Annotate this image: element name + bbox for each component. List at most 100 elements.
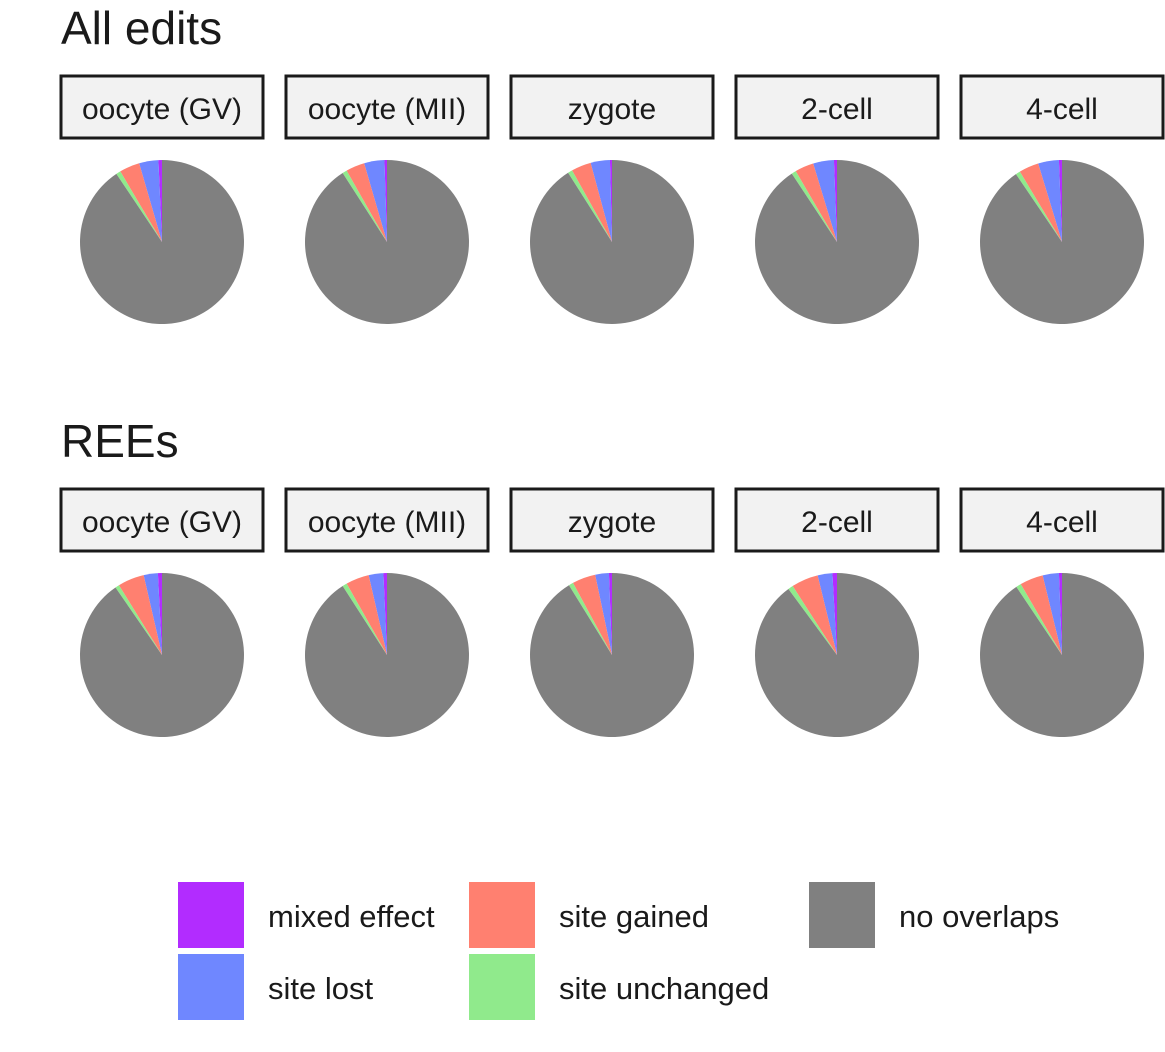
pie-slice-site-unchanged xyxy=(1015,171,1062,242)
pie-slice-site-gained xyxy=(792,575,837,655)
facet-oocyte-mii: oocyte (MII) xyxy=(284,487,490,737)
facet-strip xyxy=(59,487,265,553)
pie-slice-site-unchanged xyxy=(791,171,837,242)
pie-slice-site-gained xyxy=(118,575,162,655)
pie-slice-site-gained xyxy=(572,162,612,242)
panel-rees: REEs oocyte (GV) oocyte (MII) zygote 2-cell 4… xyxy=(59,415,1165,737)
facet-strip xyxy=(509,487,715,553)
legend-item-site-unchanged: site unchanged xyxy=(469,954,769,1020)
pie-slice-site-lost xyxy=(817,573,837,655)
pie-slice-no-overlaps xyxy=(304,160,469,325)
pie-slice-site-gained xyxy=(572,574,612,655)
pie-slice-site-unchanged xyxy=(568,582,612,655)
legend-key xyxy=(469,954,535,1020)
legend-key xyxy=(178,882,244,948)
pie-slice-no-overlaps xyxy=(80,160,245,324)
pie-slice-no-overlaps xyxy=(754,573,919,737)
pie-slice-site-lost xyxy=(1042,573,1062,655)
facet-label: zygote xyxy=(568,506,656,539)
pie-slice-no-overlaps xyxy=(530,160,695,324)
pie-slice-site-gained xyxy=(346,163,387,242)
legend-label: site unchanged xyxy=(559,971,769,1006)
pie-slice-no-overlaps xyxy=(980,573,1145,737)
facet-4-cell: 4-cell xyxy=(959,74,1165,324)
facet-oocyte-gv: oocyte (GV) xyxy=(59,74,265,324)
facet-label: oocyte (GV) xyxy=(82,506,242,539)
pie-slice-site-unchanged xyxy=(115,585,162,655)
facet-label: zygote xyxy=(568,93,656,126)
pie-slice-mixed-effect xyxy=(1058,573,1062,655)
facet-oocyte-mii: oocyte (MII) xyxy=(284,74,490,325)
pie-slice-site-gained xyxy=(1019,163,1062,242)
legend-item-site-gained: site gained xyxy=(469,882,709,948)
pie-slice-no-overlaps xyxy=(755,160,920,324)
pie-slice-mixed-effect xyxy=(158,160,162,242)
facet-label: 4-cell xyxy=(1026,506,1098,539)
pie-slice-site-unchanged xyxy=(342,583,387,655)
legend-key xyxy=(469,882,535,948)
pie-slice-site-unchanged xyxy=(568,170,612,242)
facet-strip xyxy=(734,74,940,140)
pie-slice-site-lost xyxy=(595,573,612,655)
facet-strip xyxy=(284,74,490,140)
facet-label: oocyte (GV) xyxy=(82,93,242,126)
legend-item-site-lost: site lost xyxy=(178,954,373,1020)
legend-item-mixed-effect: mixed effect xyxy=(178,882,435,948)
facet-2-cell: 2-cell xyxy=(734,74,940,324)
legend-key xyxy=(809,882,875,948)
facet-label: oocyte (MII) xyxy=(308,506,466,539)
pie-slice-site-lost xyxy=(139,160,162,242)
pie-slice-site-unchanged xyxy=(342,170,387,242)
facet-zygote: zygote xyxy=(509,74,715,324)
legend-label: mixed effect xyxy=(268,899,435,934)
facet-4-cell: 4-cell xyxy=(959,487,1165,737)
legend-key xyxy=(178,954,244,1020)
pie-slice-mixed-effect xyxy=(1058,160,1062,242)
legend-label: site lost xyxy=(268,971,373,1006)
facet-strip xyxy=(59,74,265,140)
pie-slice-mixed-effect xyxy=(384,160,387,242)
facet-strip xyxy=(734,487,940,553)
facet-label: oocyte (MII) xyxy=(308,93,466,126)
pie-slice-site-gained xyxy=(1020,575,1062,655)
facet-strip xyxy=(284,487,490,553)
pie-slice-site-gained xyxy=(120,163,162,242)
legend-label: site gained xyxy=(559,899,709,934)
facet-label: 2-cell xyxy=(801,93,873,126)
panel-all-edits: All edits oocyte (GV) oocyte (MII) zygote 2-… xyxy=(59,2,1165,325)
facet-oocyte-gv: oocyte (GV) xyxy=(59,487,265,737)
pie-slice-site-lost xyxy=(143,573,162,655)
pie-slice-mixed-effect xyxy=(383,573,387,655)
facet-label: 2-cell xyxy=(801,506,873,539)
pie-slice-mixed-effect xyxy=(608,573,612,655)
pie-slice-site-gained xyxy=(795,163,837,242)
pie-slice-site-lost xyxy=(368,573,387,655)
pie-slice-mixed-effect xyxy=(833,160,837,242)
pie-slice-no-overlaps xyxy=(980,160,1145,324)
pie-slice-site-lost xyxy=(364,160,387,242)
pie-slice-no-overlaps xyxy=(304,573,469,737)
panel-title: All edits xyxy=(61,2,222,54)
pie-slice-site-lost xyxy=(1038,160,1062,242)
facet-strip xyxy=(959,487,1165,553)
pie-slice-site-unchanged xyxy=(788,586,837,655)
legend-item-no-overlaps: no overlaps xyxy=(809,882,1059,948)
facet-strip xyxy=(509,74,715,140)
legend-label: no overlaps xyxy=(899,899,1059,934)
pie-slice-mixed-effect xyxy=(832,573,837,655)
pie-slice-site-lost xyxy=(813,160,837,242)
facet-zygote: zygote xyxy=(509,487,715,737)
pie-slice-mixed-effect xyxy=(157,573,162,655)
pie-slice-site-unchanged xyxy=(1016,584,1062,655)
pie-slice-site-gained xyxy=(346,575,387,655)
facet-strip xyxy=(959,74,1165,140)
pie-slice-site-unchanged xyxy=(116,171,162,242)
panel-title: REEs xyxy=(61,415,179,467)
pie-slice-site-lost xyxy=(590,160,612,242)
pie-slice-no-overlaps xyxy=(79,573,244,737)
facet-label: 4-cell xyxy=(1026,93,1098,126)
facet-2-cell: 2-cell xyxy=(734,487,940,737)
legend: mixed effect site gained no overlaps site l… xyxy=(178,882,1059,1020)
pie-slice-mixed-effect xyxy=(609,160,612,242)
